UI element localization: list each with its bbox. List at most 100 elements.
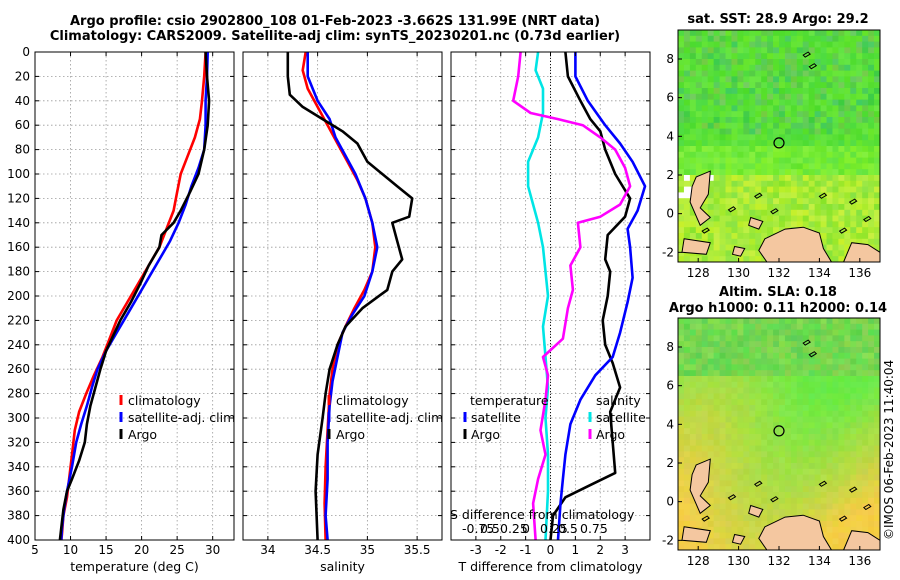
sst-map-cell (767, 99, 774, 106)
sst-map-cell (820, 238, 827, 245)
sla-map-cell (683, 497, 691, 504)
sst-map-cell (814, 204, 821, 211)
sst-map-cell (790, 82, 798, 89)
sst-map-cell (731, 215, 738, 222)
sla-map-cell (874, 480, 880, 487)
sst-map-cell (719, 233, 726, 240)
sla-map-cell (796, 364, 804, 371)
sst-map-cell (755, 41, 762, 48)
sla-map-cell (874, 364, 880, 371)
sst-map-cell (737, 64, 744, 71)
sla-map-cell (790, 468, 798, 475)
sla-map-cell (689, 370, 697, 377)
sst-map-cell (796, 128, 804, 135)
sla-map-cell (773, 497, 780, 504)
sla-map-cell (761, 405, 768, 412)
sla-map-cell (755, 509, 762, 516)
sla-map-cell (773, 474, 780, 481)
sla-map-cell (826, 451, 833, 458)
sla-map-cell (820, 503, 827, 510)
sst-map-cell (707, 233, 715, 240)
sla-map-cell (678, 370, 685, 377)
sla-map-cell (773, 341, 780, 348)
sst-map-cell (832, 53, 839, 60)
depth-tick-label: 60 (15, 118, 30, 132)
sla-map-cell (731, 358, 738, 365)
sla-map-cell (796, 387, 804, 394)
sst-map-cell (802, 128, 810, 135)
sst-map-cell (844, 175, 851, 182)
sla-map-cell (725, 323, 732, 330)
sla-map-cell (826, 416, 833, 423)
sst-map-cell (743, 82, 750, 89)
sla-map-cell (701, 480, 709, 487)
sla-map-cell (784, 370, 792, 377)
sla-map-cell (761, 381, 768, 388)
sla-map-cell (808, 497, 816, 504)
sst-map-cell (802, 105, 810, 112)
sla-map-cell (868, 497, 875, 504)
sst-map-cell (802, 117, 810, 124)
sla-map-cell (790, 509, 798, 516)
sla-map-cell (689, 341, 697, 348)
sst-map-cell (701, 53, 709, 60)
sst-map-cell (850, 175, 857, 182)
sst-map-cell (731, 238, 738, 245)
sst-map-cell (761, 163, 768, 170)
sla-map-cell (844, 515, 851, 522)
sst-map-cell (725, 140, 732, 147)
sla-map-cell (779, 538, 786, 545)
sst-map-cell (707, 35, 715, 42)
sst-map-cell (796, 244, 804, 251)
sla-map-cell (689, 352, 697, 359)
sst-map-cell (701, 105, 709, 112)
sst-map-cell (796, 134, 804, 141)
sst-map-cell (689, 151, 697, 158)
sla-map-cell (796, 463, 804, 470)
sla-map-cell (749, 509, 756, 516)
sst-map-cell (796, 169, 804, 176)
sla-map-cell (784, 521, 792, 528)
sla-map-cell (856, 486, 863, 493)
sla-map-cell (678, 503, 685, 510)
sla-map-cell (707, 364, 715, 371)
sla-map-cell (761, 509, 768, 516)
sst-map-cell (850, 198, 857, 205)
sla-map-cell (701, 463, 709, 470)
sst-map-cell (808, 146, 816, 153)
sst-map-cell (784, 256, 792, 262)
sla-map-cell (844, 468, 851, 475)
sst-map-cell (683, 105, 691, 112)
sst-map-cell (832, 30, 839, 37)
sla-map-cell (814, 393, 821, 400)
sst-map-cell (790, 64, 798, 71)
sla-map-cell (844, 544, 851, 550)
sst-map-cell (796, 256, 804, 262)
sla-map-cell (701, 358, 709, 365)
sla-map-cell (755, 463, 762, 470)
sla-map-cell (761, 503, 768, 510)
sla-map-cell (731, 399, 738, 406)
sla-map-cell (779, 486, 786, 493)
sst-map-cell (707, 59, 715, 66)
sst-map-cell (826, 180, 833, 187)
sst-map-cell (868, 169, 875, 176)
sla-map-cell (773, 515, 780, 522)
sla-map-cell (784, 358, 792, 365)
sst-map-cell (695, 209, 703, 216)
sst-map-cell (850, 128, 857, 135)
sla-map-cell (802, 451, 810, 458)
sst-map-cell (731, 111, 738, 118)
sla-map-cell (767, 503, 774, 510)
sst-map-cell (862, 186, 869, 193)
difference-xtick-label: 1 (572, 543, 580, 557)
sst-map-cell (743, 41, 750, 48)
sla-map-cell (826, 393, 833, 400)
sla-map-cell (862, 480, 869, 487)
sla-map-cell (737, 347, 744, 354)
sst-map-cell (844, 151, 851, 158)
sst-map-cell (808, 117, 816, 124)
sst-map-cell (725, 238, 732, 245)
sst-map-cell (725, 233, 732, 240)
sla-map-cell (695, 445, 703, 452)
